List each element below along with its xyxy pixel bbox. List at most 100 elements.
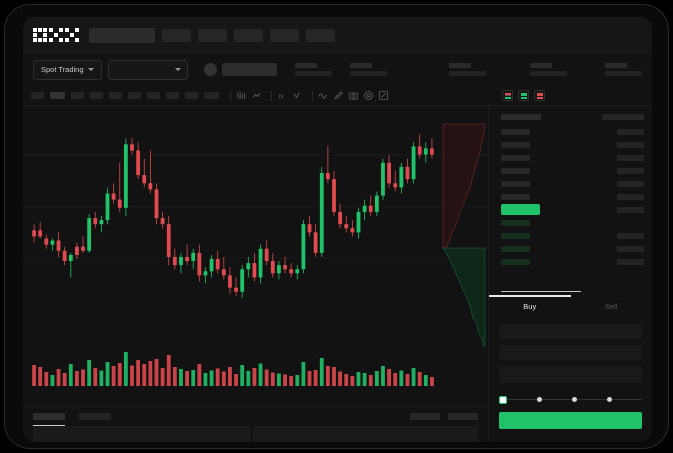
orderbook-mode-both[interactable] <box>502 90 513 101</box>
svg-text:fx: fx <box>279 93 285 100</box>
pair-dropdown[interactable] <box>107 59 188 80</box>
pencil-icon[interactable] <box>333 90 344 101</box>
camera-icon[interactable] <box>348 90 359 101</box>
orderbook-row[interactable] <box>501 190 644 203</box>
bottom-action-1[interactable] <box>410 413 440 420</box>
timeframe-7[interactable] <box>147 92 160 99</box>
stat-last-price <box>294 63 332 76</box>
orderbook-amount-cell <box>617 167 644 174</box>
nav-item-5[interactable] <box>306 28 335 42</box>
orderbook-panel[interactable] <box>488 106 652 295</box>
orderbook-amount-cell <box>617 220 644 226</box>
orderbook-row[interactable] <box>501 151 644 164</box>
app-screen: Spot Trading <box>23 17 652 442</box>
orderbook-row[interactable] <box>501 203 644 216</box>
order-entry-form <box>488 317 652 442</box>
nav-item-3[interactable] <box>234 28 263 42</box>
toolbar-divider <box>312 90 313 101</box>
nav-item-1[interactable] <box>162 28 191 42</box>
stat-low-24h <box>529 63 567 76</box>
nav-item-2[interactable] <box>198 28 227 42</box>
coin-avatar-icon <box>203 63 217 76</box>
orderbook-price-cell <box>501 204 540 215</box>
bar-chart-icon[interactable] <box>251 90 262 101</box>
chevron-down-icon <box>174 68 181 71</box>
orderbook-row[interactable] <box>501 255 644 268</box>
bottom-tab-order-history[interactable] <box>79 413 111 420</box>
candlestick-chart-icon[interactable] <box>236 90 247 101</box>
stat-high-24h <box>448 63 486 76</box>
candlestick-chart-canvas <box>23 123 488 386</box>
toolbar-divider <box>230 90 231 101</box>
orderbook-row[interactable] <box>501 164 644 177</box>
timeframe-9[interactable] <box>185 92 198 99</box>
orderbook-mode-asks[interactable] <box>534 90 545 101</box>
slider-handle[interactable] <box>499 395 507 404</box>
orderbook-amount-cell <box>617 245 644 252</box>
orderbook-price-cell <box>501 154 530 161</box>
device-frame: Spot Trading <box>4 4 669 449</box>
order-total-field[interactable] <box>499 366 642 383</box>
market-header: Spot Trading <box>23 53 652 86</box>
orderbook-row[interactable] <box>501 242 644 255</box>
timeframe-3[interactable] <box>71 92 84 99</box>
timeframe-5[interactable] <box>109 92 122 99</box>
buy-submit-button[interactable] <box>499 412 642 429</box>
pair-name-label <box>221 63 277 76</box>
top-navigation-bar <box>23 17 652 53</box>
orderbook-row[interactable] <box>501 229 644 242</box>
orderbook-row[interactable] <box>501 177 644 190</box>
orderbook-price-cell <box>501 193 530 200</box>
orderbook-amount-cell <box>617 128 644 135</box>
orderbook-amount-cell <box>617 258 644 265</box>
indicator-icon[interactable]: fx <box>277 90 288 101</box>
nav-item-4[interactable] <box>270 28 299 42</box>
orderbook-price-cell <box>501 141 530 148</box>
orderbook-price-cell <box>501 219 530 226</box>
bottom-panel-left[interactable] <box>33 426 250 442</box>
orderbook-col-price <box>501 114 541 120</box>
trading-mode-selector[interactable]: Spot Trading <box>33 59 102 80</box>
orderbook-price-cell <box>501 258 530 265</box>
timeframe-10[interactable] <box>204 92 219 99</box>
bottom-tab-bar <box>23 406 488 426</box>
orderbook-toolbar <box>488 86 652 106</box>
nav-search[interactable] <box>89 27 155 43</box>
settings-icon[interactable] <box>363 90 374 101</box>
orderbook-price-cell <box>501 245 530 252</box>
timeframe-1[interactable] <box>31 92 44 99</box>
tab-sell[interactable]: Sell <box>604 301 618 311</box>
order-price-field[interactable] <box>499 324 642 339</box>
slider-step-25[interactable] <box>537 397 542 402</box>
line-chart-icon[interactable] <box>318 90 329 101</box>
orderbook-amount-cell <box>617 154 644 161</box>
orderbook-row[interactable] <box>501 216 644 229</box>
timeframe-8[interactable] <box>166 92 179 99</box>
timeframe-2[interactable] <box>50 92 65 99</box>
orderbook-price-cell <box>501 232 530 239</box>
fullscreen-icon[interactable] <box>378 90 389 101</box>
price-chart[interactable] <box>23 106 488 406</box>
bottom-panel-right[interactable] <box>253 426 478 442</box>
tab-buy[interactable]: Buy <box>489 295 571 317</box>
slider-step-50[interactable] <box>572 397 577 402</box>
slider-step-75[interactable] <box>607 397 612 402</box>
compare-icon[interactable] <box>292 90 303 101</box>
bottom-panels <box>23 426 488 442</box>
orderbook-mode-bids[interactable] <box>518 90 529 101</box>
toolbar-divider <box>271 90 272 101</box>
bottom-action-2[interactable] <box>448 413 478 420</box>
orderbook-header-row <box>501 114 644 120</box>
orderbook-price-cell <box>501 180 530 187</box>
orderbook-scrollbar[interactable] <box>501 290 581 292</box>
order-amount-field[interactable] <box>499 345 642 360</box>
amount-percent-slider[interactable] <box>499 395 642 404</box>
timeframe-6[interactable] <box>128 92 141 99</box>
orderbook-row[interactable] <box>501 125 644 138</box>
bottom-tab-open-orders[interactable] <box>33 413 65 426</box>
orderbook-price-cell <box>501 128 530 135</box>
stat-volume-24h <box>604 63 642 76</box>
timeframe-4[interactable] <box>90 92 103 99</box>
okx-logo-icon[interactable] <box>33 28 79 42</box>
orderbook-row[interactable] <box>501 138 644 151</box>
